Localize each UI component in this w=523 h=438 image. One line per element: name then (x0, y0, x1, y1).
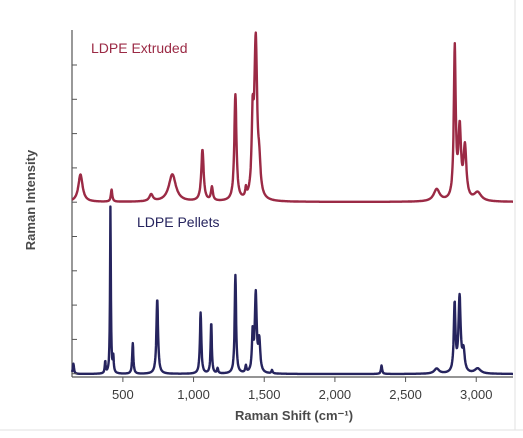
y-axis-title: Raman Intensity (23, 149, 38, 250)
x-tick-label: 500 (112, 387, 134, 402)
x-tick-label: 2,000 (319, 387, 352, 402)
x-tick-label: 1,500 (248, 387, 281, 402)
x-tick-label: 2,500 (389, 387, 422, 402)
series-label-ldpe-pellets: LDPE Pellets (137, 214, 219, 230)
series-label-ldpe-extruded: LDPE Extruded (91, 40, 188, 56)
series-line-ldpe-pellets (70, 205, 514, 376)
x-axis-title: Raman Shift (cm⁻¹) (235, 408, 353, 423)
series-line-ldpe-extruded (71, 31, 514, 203)
x-tick-label: 3,000 (460, 387, 493, 402)
x-tick-label: 1,000 (177, 387, 210, 402)
